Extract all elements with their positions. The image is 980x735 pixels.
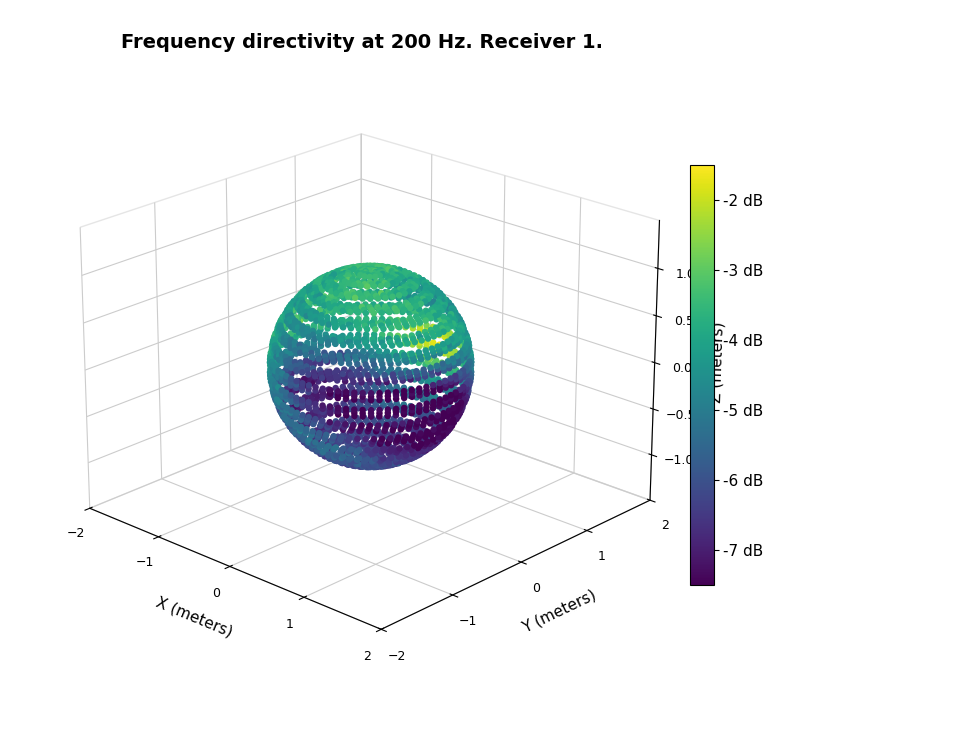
X-axis label: X (meters): X (meters)	[154, 595, 234, 640]
Y-axis label: Y (meters): Y (meters)	[520, 587, 599, 636]
Title: Frequency directivity at 200 Hz. Receiver 1.: Frequency directivity at 200 Hz. Receive…	[122, 33, 603, 51]
